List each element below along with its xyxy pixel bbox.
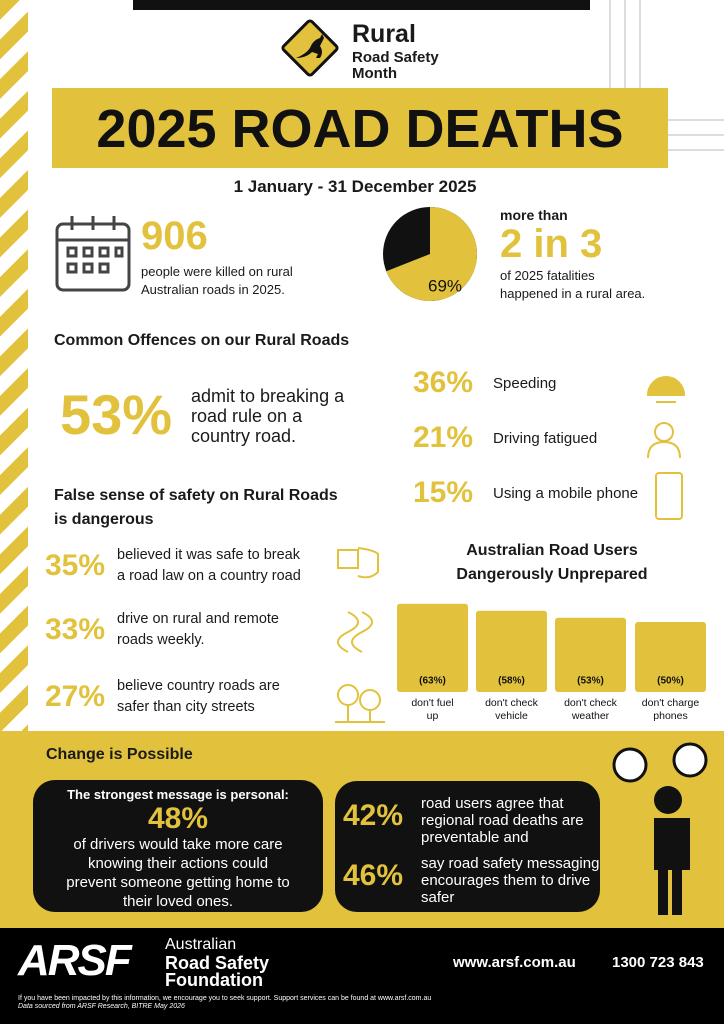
box-line: safer [421, 889, 455, 906]
stat-text: people were killed on rural [141, 264, 293, 279]
stat-text: roads weekly. [117, 632, 205, 648]
box-line: road users agree that [421, 795, 564, 812]
bar-caption: vehicle [495, 710, 528, 722]
bar-caption: don't fuel [411, 697, 453, 709]
stat-text: admit to breaking a road rule on a country… [191, 386, 344, 446]
logo-sign [281, 19, 339, 77]
footer [0, 928, 724, 1024]
chart-title: Australian Road Users [466, 542, 638, 559]
org-name: Foundation [165, 970, 263, 990]
pie-label: 69% [428, 276, 462, 295]
logo-title: Rural [352, 20, 416, 48]
stat-text: happened in a rural area. [500, 286, 646, 301]
stat-text: of 2025 fatalities [500, 268, 595, 283]
footer-logo: ARSF [18, 936, 132, 985]
safety-icons [335, 547, 385, 723]
box-line: knowing their actions could [87, 855, 269, 872]
stat-number: 42% [343, 799, 404, 832]
message-box [33, 780, 323, 912]
stat-number: 53% [60, 383, 173, 446]
text-line: road rule on a [191, 406, 303, 426]
stripe-border [0, 0, 28, 731]
chart-title: Dangerously Unprepared [456, 566, 648, 583]
bar-caption: don't check [485, 697, 539, 709]
stat-number: 27% [45, 680, 106, 713]
stat-text: safer than city streets [117, 699, 255, 715]
bar [476, 610, 547, 692]
stat-text: drive on rural and remote [117, 611, 279, 627]
section-title: Change is Possible [46, 746, 193, 763]
person-figure [612, 742, 708, 915]
stat-number: 36% [413, 366, 474, 399]
box-line: preventable and [421, 829, 529, 846]
stat-prefix: more than [500, 207, 568, 223]
text-line: admit to breaking a [191, 386, 345, 406]
website[interactable]: www.arsf.com.au [453, 954, 576, 971]
footnote: Data sourced from ARSF Research, BITRE M… [18, 1003, 185, 1010]
date-range: 1 January - 31 December 2025 [233, 177, 477, 196]
box-line: encourages them to drive [421, 872, 591, 889]
text-line: country road. [191, 426, 297, 446]
stat-number: 906 [141, 214, 208, 258]
top-bar [133, 0, 590, 10]
stat-number: 46% [343, 859, 404, 892]
stat-text: believed it was safe to break [117, 547, 300, 563]
title: 2025 ROAD DEATHS [96, 99, 624, 159]
bar-caption: phones [653, 710, 687, 722]
org-name: Australian [165, 936, 237, 953]
bar [635, 622, 706, 692]
logo-subtitle: Road Safety [352, 49, 439, 66]
pie-chart: 69% [383, 207, 477, 301]
section-title: is dangerous [54, 511, 154, 528]
box-line: of drivers would take more care [73, 836, 283, 853]
phone[interactable]: 1300 723 843 [612, 954, 704, 971]
calendar-icon [55, 216, 131, 292]
stat-text: a road law on a country road [117, 568, 301, 584]
bar-caption: up [427, 710, 439, 722]
box-line: their loved ones. [122, 893, 234, 910]
stat-label: Using a mobile phone [493, 485, 639, 502]
bar-label: (58%) [498, 676, 525, 687]
bar [555, 617, 626, 692]
bar-label: (50%) [657, 676, 684, 687]
stat-number: 48% [147, 802, 209, 835]
stat-number: 35% [45, 549, 106, 582]
footnote: If you have been impacted by this inform… [18, 995, 432, 1002]
bar-caption: weather [571, 710, 610, 722]
stat-text: believe country roads are [117, 678, 280, 694]
logo-subtitle: Month [352, 65, 397, 82]
stat-number: 33% [45, 613, 106, 646]
stat-label: Driving fatigued [493, 430, 598, 447]
bar [397, 603, 468, 692]
box-line: regional road deaths are [421, 812, 584, 829]
stat-text: Australian roads in 2025. [141, 282, 285, 297]
offence-icons [646, 376, 686, 520]
stat-label: Speeding [493, 375, 557, 392]
title-banner [52, 88, 668, 168]
box-line: say road safety messaging [421, 855, 600, 872]
pie-slice [386, 207, 477, 301]
bar-caption: don't check [564, 697, 618, 709]
box-line: prevent someone getting home to [66, 874, 290, 891]
section-title: False sense of safety on Rural Roads [54, 487, 338, 504]
stat-number: 2 in 3 [500, 222, 603, 266]
bar-label: (53%) [577, 676, 604, 687]
bar-caption: don't charge [642, 697, 700, 709]
message-box [335, 781, 600, 912]
box-heading: The strongest message is personal: [67, 787, 289, 802]
section-title: Common Offences on our Rural Roads [54, 332, 350, 349]
stat-number: 15% [413, 476, 474, 509]
org-name: Road Safety [165, 953, 270, 973]
stat-number: 21% [413, 421, 474, 454]
bar-label: (63%) [419, 676, 446, 687]
